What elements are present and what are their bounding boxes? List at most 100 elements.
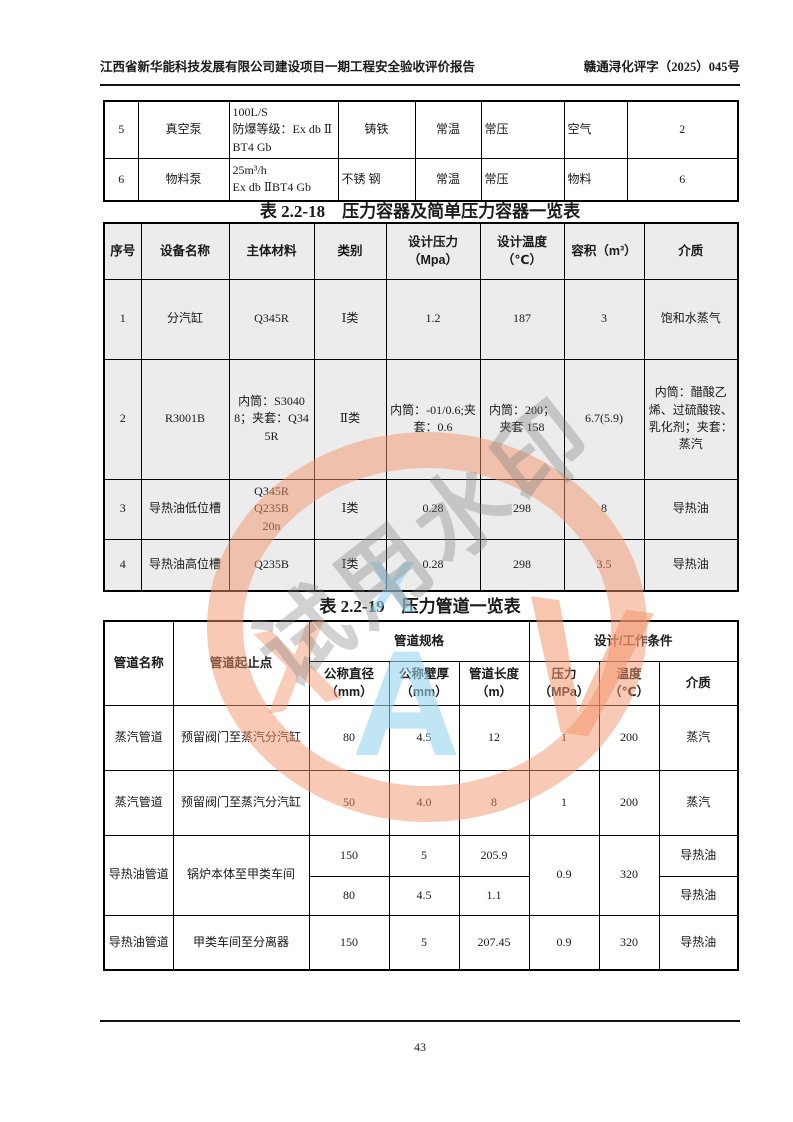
cell-temp: 320: [598, 834, 660, 916]
cell-thickness: 4.5: [388, 875, 460, 916]
cell-length: 207.45: [458, 914, 530, 971]
cell-pressure: 0.9: [528, 834, 600, 916]
material-line: Q345R: [254, 483, 289, 498]
cell-no: 2: [103, 358, 142, 480]
cell-temp: 内筒：200；夹套 158: [479, 358, 565, 480]
col-header-pressure: 压力 （MPa）: [528, 660, 600, 706]
cell-pipe-name: 导热油管道: [103, 834, 174, 916]
cell-temp: 常温: [414, 158, 482, 202]
cell-medium: 导热油: [658, 914, 739, 971]
cell-no: 1: [103, 278, 142, 360]
cell-category: Ⅰ类: [313, 278, 387, 360]
cell-name: R3001B: [140, 358, 230, 480]
cell-medium: 饱和水蒸气: [643, 278, 739, 360]
cell-length: 205.9: [458, 834, 530, 877]
spec-line: 防爆等级：Ex db ⅡBT4 Gb: [232, 122, 333, 154]
col-header-category: 类别: [313, 222, 387, 280]
col-header-pressure: 设计压力 （Mpa）: [385, 222, 481, 280]
cell-qty: 6: [626, 158, 739, 202]
cell-temp: 298: [479, 478, 565, 540]
cell-name: 导热油低位槽: [140, 478, 230, 540]
cell-pressure: 1.2: [385, 278, 481, 360]
cell-name: 物料泵: [137, 158, 230, 202]
table-row: 2 R3001B 内筒：S30408；夹套：Q345R Ⅱ类 内筒：-01/0.…: [103, 358, 739, 480]
cell-thickness: 4.0: [388, 769, 460, 836]
cell-category: Ⅱ类: [313, 358, 387, 480]
pressure-vessel-table: 序号 设备名称 主体材料 类别 设计压力 （Mpa） 设计温度 （℃） 容积（m…: [103, 222, 739, 592]
col-header-name: 设备名称: [140, 222, 230, 280]
table-row: 蒸汽管道 预留阀门至蒸汽分汽缸 80 4.5 12 1 200 蒸汽: [103, 704, 739, 771]
cell-medium: 蒸汽: [658, 704, 739, 771]
material-line: Q235B: [254, 501, 289, 516]
cell-thickness: 5: [388, 914, 460, 971]
cell-material: 铸铁: [337, 100, 416, 160]
table-row: 3 导热油低位槽 Q345R Q235B 20n Ⅰ类 0.28 298 8 导…: [103, 478, 739, 540]
cell-pressure: 0.28: [385, 538, 481, 592]
cell-thickness: 5: [388, 834, 460, 877]
cell-name: 导热油高位槽: [140, 538, 230, 592]
cell-medium: 导热油: [658, 834, 739, 877]
material-line: 20n: [262, 518, 281, 533]
cell-route: 甲类车间至分离器: [172, 914, 310, 971]
cell-pressure: 0.9: [528, 914, 600, 971]
cell-no: 6: [103, 158, 139, 202]
cell-pipe-name: 蒸汽管道: [103, 769, 174, 836]
header-right-doc-number: 赣通浔化评字（2025）045号: [583, 60, 740, 74]
pressure-pipe-table: 管道名称 管道起止点 管道规格 设计/工作条件 公称直径 （mm） 公称壁厚 （…: [103, 620, 740, 971]
col-header-pipe-name: 管道名称: [103, 620, 174, 706]
pipe-table-title: 表 2.2-19 压力管道一览表: [319, 597, 521, 616]
cell-dn: 80: [308, 704, 390, 771]
cell-name: 分汽缸: [140, 278, 230, 360]
col-header-dn: 公称直径 （mm）: [308, 660, 390, 706]
cell-dn: 50: [308, 769, 390, 836]
cell-route: 预留阀门至蒸汽分汽缸: [172, 704, 310, 771]
cell-medium: 内筒：醋酸乙烯、过硫酸铵、乳化剂；夹套：蒸汽: [643, 358, 739, 480]
col-header-temp: 设计温度 （℃）: [479, 222, 565, 280]
cell-pipe-name: 导热油管道: [103, 914, 174, 971]
cell-name: 真空泵: [137, 100, 230, 160]
cell-length: 12: [458, 704, 530, 771]
cell-material: Q345R: [228, 278, 315, 360]
table-row: 蒸汽管道 预留阀门至蒸汽分汽缸 50 4.0 8 1 200 蒸汽: [103, 769, 739, 836]
cell-material: Q345R Q235B 20n: [228, 478, 315, 540]
table-header-row: 序号 设备名称 主体材料 类别 设计压力 （Mpa） 设计温度 （℃） 容积（m…: [103, 222, 739, 280]
spec-line: Ex db ⅡBT4 Gb: [232, 180, 312, 195]
group-header-conditions: 设计/工作条件: [528, 620, 739, 662]
cell-volume: 6.7(5.9): [563, 358, 645, 480]
header-left-title: 江西省新华能科技发展有限公司建设项目一期工程安全验收评价报告: [100, 60, 476, 74]
cell-pressure: 1: [528, 704, 600, 771]
page-number: 43: [414, 1040, 426, 1054]
cell-volume: 3: [563, 278, 645, 360]
col-header-medium: 介质: [643, 222, 739, 280]
cell-route: 预留阀门至蒸汽分汽缸: [172, 769, 310, 836]
page-header: 江西省新华能科技发展有限公司建设项目一期工程安全验收评价报告 赣通浔化评字（20…: [100, 56, 740, 86]
equipment-table-continued: 5 真空泵 100L/S 防爆等级：Ex db ⅡBT4 Gb 铸铁 常温 常压…: [103, 100, 739, 202]
col-header-route: 管道起止点: [172, 620, 310, 706]
cell-pipe-name: 蒸汽管道: [103, 704, 174, 771]
table-row: 导热油管道 甲类车间至分离器 150 5 207.45 0.9 320 导热油: [103, 914, 739, 971]
cell-temp: 200: [598, 704, 660, 771]
cell-dn: 150: [308, 834, 390, 877]
cell-spec: 25m³/h Ex db ⅡBT4 Gb: [228, 158, 339, 202]
table-row: 5 真空泵 100L/S 防爆等级：Ex db ⅡBT4 Gb 铸铁 常温 常压…: [103, 100, 739, 160]
cell-temp: 298: [479, 538, 565, 592]
col-header-volume: 容积（m³）: [563, 222, 645, 280]
cell-temp: 320: [598, 914, 660, 971]
cell-no: 3: [103, 478, 142, 540]
cell-material: 不锈 钢: [337, 158, 416, 202]
table-row: 4 导热油高位槽 Q235B Ⅰ类 0.28 298 3.5 导热油: [103, 538, 739, 592]
table-row: 6 物料泵 25m³/h Ex db ⅡBT4 Gb 不锈 钢 常温 常压 物料…: [103, 158, 739, 202]
page-footer: 43: [100, 1020, 740, 1055]
cell-pressure: 0.28: [385, 478, 481, 540]
cell-medium: 蒸汽: [658, 769, 739, 836]
cell-temp: 187: [479, 278, 565, 360]
cell-no: 4: [103, 538, 142, 592]
col-header-material: 主体材料: [228, 222, 315, 280]
cell-volume: 8: [563, 478, 645, 540]
cell-spec: 100L/S 防爆等级：Ex db ⅡBT4 Gb: [228, 100, 339, 160]
cell-length: 1.1: [458, 875, 530, 916]
cell-medium: 导热油: [643, 478, 739, 540]
col-header-temp: 温度 （℃）: [598, 660, 660, 706]
cell-medium: 导热油: [643, 538, 739, 592]
